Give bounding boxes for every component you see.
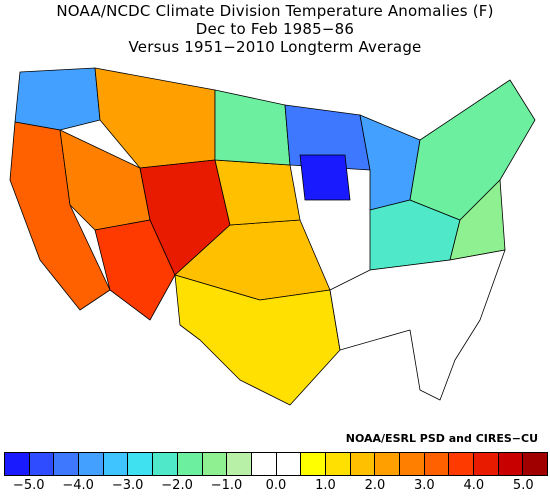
- colorbar-swatch: [251, 453, 277, 475]
- colorbar-tick-label: −5.0: [12, 478, 45, 493]
- colorbar-swatch: [301, 453, 326, 475]
- title-line-2: Dec to Feb 1985−86: [195, 20, 355, 38]
- colorbar-swatch: [474, 453, 499, 475]
- colorbar-swatch: [227, 453, 252, 475]
- region-northern-rockies: [94, 67, 216, 169]
- us-anomaly-map: [9, 67, 536, 406]
- title-line-1: NOAA/NCDC Climate Division Temperature A…: [56, 2, 494, 20]
- region-central-plains: [214, 159, 301, 226]
- colorbar-swatch: [79, 453, 104, 475]
- region-pacific-northwest: [14, 67, 101, 131]
- colorbar: [4, 452, 548, 476]
- colorbar-ticks: −5.0 −4.0 −3.0 −2.0 −1.0 0.0 1.0 2.0 3.0 4.0 5.0: [4, 478, 548, 496]
- colorbar-tick-label: 3.0: [414, 478, 435, 493]
- colorbar-tick-label: −2.0: [161, 478, 193, 493]
- colorbar-swatch: [153, 453, 178, 475]
- colorbar-swatch: [449, 453, 475, 475]
- colorbar-swatch: [424, 453, 450, 475]
- credit-text: NOAA/ESRL PSD and CIRES−CU: [345, 432, 538, 445]
- colorbar-tick-label: −1.0: [210, 478, 243, 493]
- colorbar-tick-label: 1.0: [315, 478, 336, 493]
- colorbar-swatch: [54, 453, 80, 475]
- colorbar-swatch: [202, 453, 228, 475]
- title-line-3: Versus 1951−2010 Longterm Average: [128, 38, 422, 56]
- colorbar-swatch: [128, 453, 154, 475]
- colorbar-swatch: [177, 453, 203, 475]
- colorbar-tick-label: 4.0: [463, 478, 485, 493]
- region-southeast: [329, 249, 506, 401]
- colorbar-tick-label: −4.0: [62, 478, 94, 493]
- colorbar-swatch: [5, 453, 30, 475]
- colorbar-swatch: [29, 453, 55, 475]
- map-title: NOAA/NCDC Climate Division Temperature A…: [0, 2, 550, 56]
- colorbar-swatch: [498, 453, 524, 475]
- colorbar-tick-label: 2.0: [364, 478, 386, 493]
- colorbar-swatch: [375, 453, 400, 475]
- region-northeast: [409, 79, 536, 221]
- colorbar-swatch: [523, 453, 548, 475]
- colorbar-swatch: [350, 453, 376, 475]
- colorbar-tick-label: 0.0: [265, 478, 287, 493]
- region-iowa-core: [299, 154, 351, 201]
- region-southwest: [94, 219, 176, 321]
- colorbar-swatch: [103, 453, 129, 475]
- colorbar-swatch: [276, 453, 302, 475]
- colorbar-swatch: [325, 453, 351, 475]
- region-northern-plains: [214, 89, 291, 166]
- colorbar-tick-label: 5.0: [512, 478, 534, 493]
- colorbar-swatch: [400, 453, 425, 475]
- region-texas: [174, 274, 341, 406]
- colorbar-tick-label: −3.0: [111, 478, 144, 493]
